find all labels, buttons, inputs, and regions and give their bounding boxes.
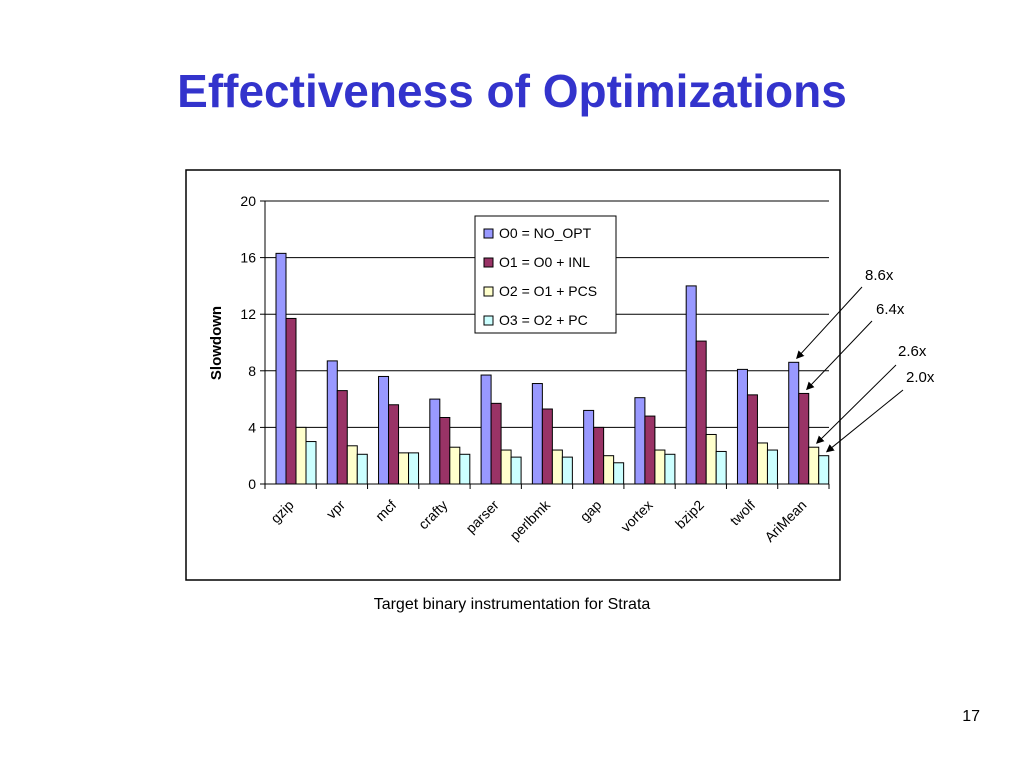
bar-crafty-s2 xyxy=(449,446,461,485)
bar-parser-s0 xyxy=(480,374,492,485)
y-tick-label: 16 xyxy=(240,250,256,266)
bar-gzip-s1 xyxy=(285,317,297,485)
bar-twolf-s1 xyxy=(746,394,758,485)
annotations: 8.6x 6.4x 2.6x 2.0x xyxy=(796,267,935,453)
bar-vortex-s0 xyxy=(634,397,646,485)
bar-parser-s3 xyxy=(510,456,522,485)
annotation-arrow xyxy=(825,389,904,453)
bar-vortex-s3 xyxy=(664,453,676,485)
chart-caption: Target binary instrumentation for Strata xyxy=(373,596,651,613)
bars xyxy=(275,252,830,485)
annotation-label: 6.4x xyxy=(876,301,905,318)
bar-AriMean-s1 xyxy=(798,392,810,485)
bar-gap-s3 xyxy=(613,462,625,485)
bar-parser-s2 xyxy=(500,449,512,485)
bar-perlbmk-s1 xyxy=(541,408,553,485)
legend-label: O0 = NO_OPT xyxy=(499,225,592,241)
legend: O0 = NO_OPT O1 = O0 + INL O2 = O1 + PCS O3 … xyxy=(474,215,617,334)
bar-gap-s0 xyxy=(583,409,595,485)
bar-gap-s2 xyxy=(603,455,615,485)
y-tick-label: 0 xyxy=(248,476,256,492)
annotation-label: 2.6x xyxy=(898,343,927,360)
annotation-label: 2.0x xyxy=(906,369,935,386)
page-number: 17 xyxy=(962,708,980,725)
bar-vpr-s0 xyxy=(326,360,338,485)
bar-vpr-s3 xyxy=(356,453,368,485)
bar-twolf-s0 xyxy=(736,368,748,485)
bar-twolf-s3 xyxy=(766,449,778,485)
bar-vpr-s1 xyxy=(336,390,348,485)
bar-bzip2-s3 xyxy=(715,450,727,485)
y-tick-labels: 0 4 8 12 16 20 xyxy=(240,193,256,492)
bar-crafty-s3 xyxy=(459,453,471,485)
y-axis-label: Slowdown xyxy=(208,306,225,380)
bar-mcf-s1 xyxy=(388,404,400,485)
bar-twolf-s2 xyxy=(756,442,768,485)
bar-parser-s1 xyxy=(490,402,502,485)
annotation-arrow xyxy=(806,320,873,391)
legend-label: O1 = O0 + INL xyxy=(499,254,590,270)
bar-crafty-s1 xyxy=(439,416,451,485)
legend-swatch xyxy=(483,286,494,297)
bar-gap-s1 xyxy=(593,426,605,485)
legend-swatch xyxy=(483,257,494,268)
annotation-arrow xyxy=(816,364,897,444)
bar-AriMean-s3 xyxy=(818,455,830,485)
bar-gzip-s3 xyxy=(305,441,317,485)
bar-vpr-s2 xyxy=(346,445,358,485)
bar-perlbmk-s2 xyxy=(551,449,563,485)
legend-label: O3 = O2 + PC xyxy=(499,312,588,328)
legend-swatch xyxy=(483,228,494,239)
bar-vortex-s2 xyxy=(654,449,666,485)
bar-gzip-s2 xyxy=(295,426,307,485)
bar-bzip2-s2 xyxy=(705,433,717,485)
y-tick-label: 4 xyxy=(248,419,256,435)
bar-vortex-s1 xyxy=(644,415,656,485)
bar-AriMean-s0 xyxy=(788,361,800,485)
annotation-arrow xyxy=(796,286,863,360)
bar-gzip-s0 xyxy=(275,252,287,485)
y-tick-label: 12 xyxy=(240,306,256,322)
legend-swatch xyxy=(483,315,494,326)
bar-AriMean-s2 xyxy=(808,446,820,485)
bar-perlbmk-s0 xyxy=(531,383,543,485)
y-tick-label: 20 xyxy=(240,193,256,209)
bar-mcf-s0 xyxy=(378,375,390,485)
legend-label: O2 = O1 + PCS xyxy=(499,283,597,299)
bar-perlbmk-s3 xyxy=(561,456,573,485)
slide-title: Effectiveness of Optimizations xyxy=(177,65,847,117)
annotation-label: 8.6x xyxy=(865,267,894,284)
bar-mcf-s2 xyxy=(398,452,410,485)
bar-bzip2-s0 xyxy=(685,285,697,485)
bar-bzip2-s1 xyxy=(695,340,707,485)
bar-crafty-s0 xyxy=(429,398,441,485)
bar-mcf-s3 xyxy=(408,452,420,485)
y-tick-label: 8 xyxy=(248,363,256,379)
axes xyxy=(260,200,830,489)
legend-box xyxy=(474,215,617,334)
